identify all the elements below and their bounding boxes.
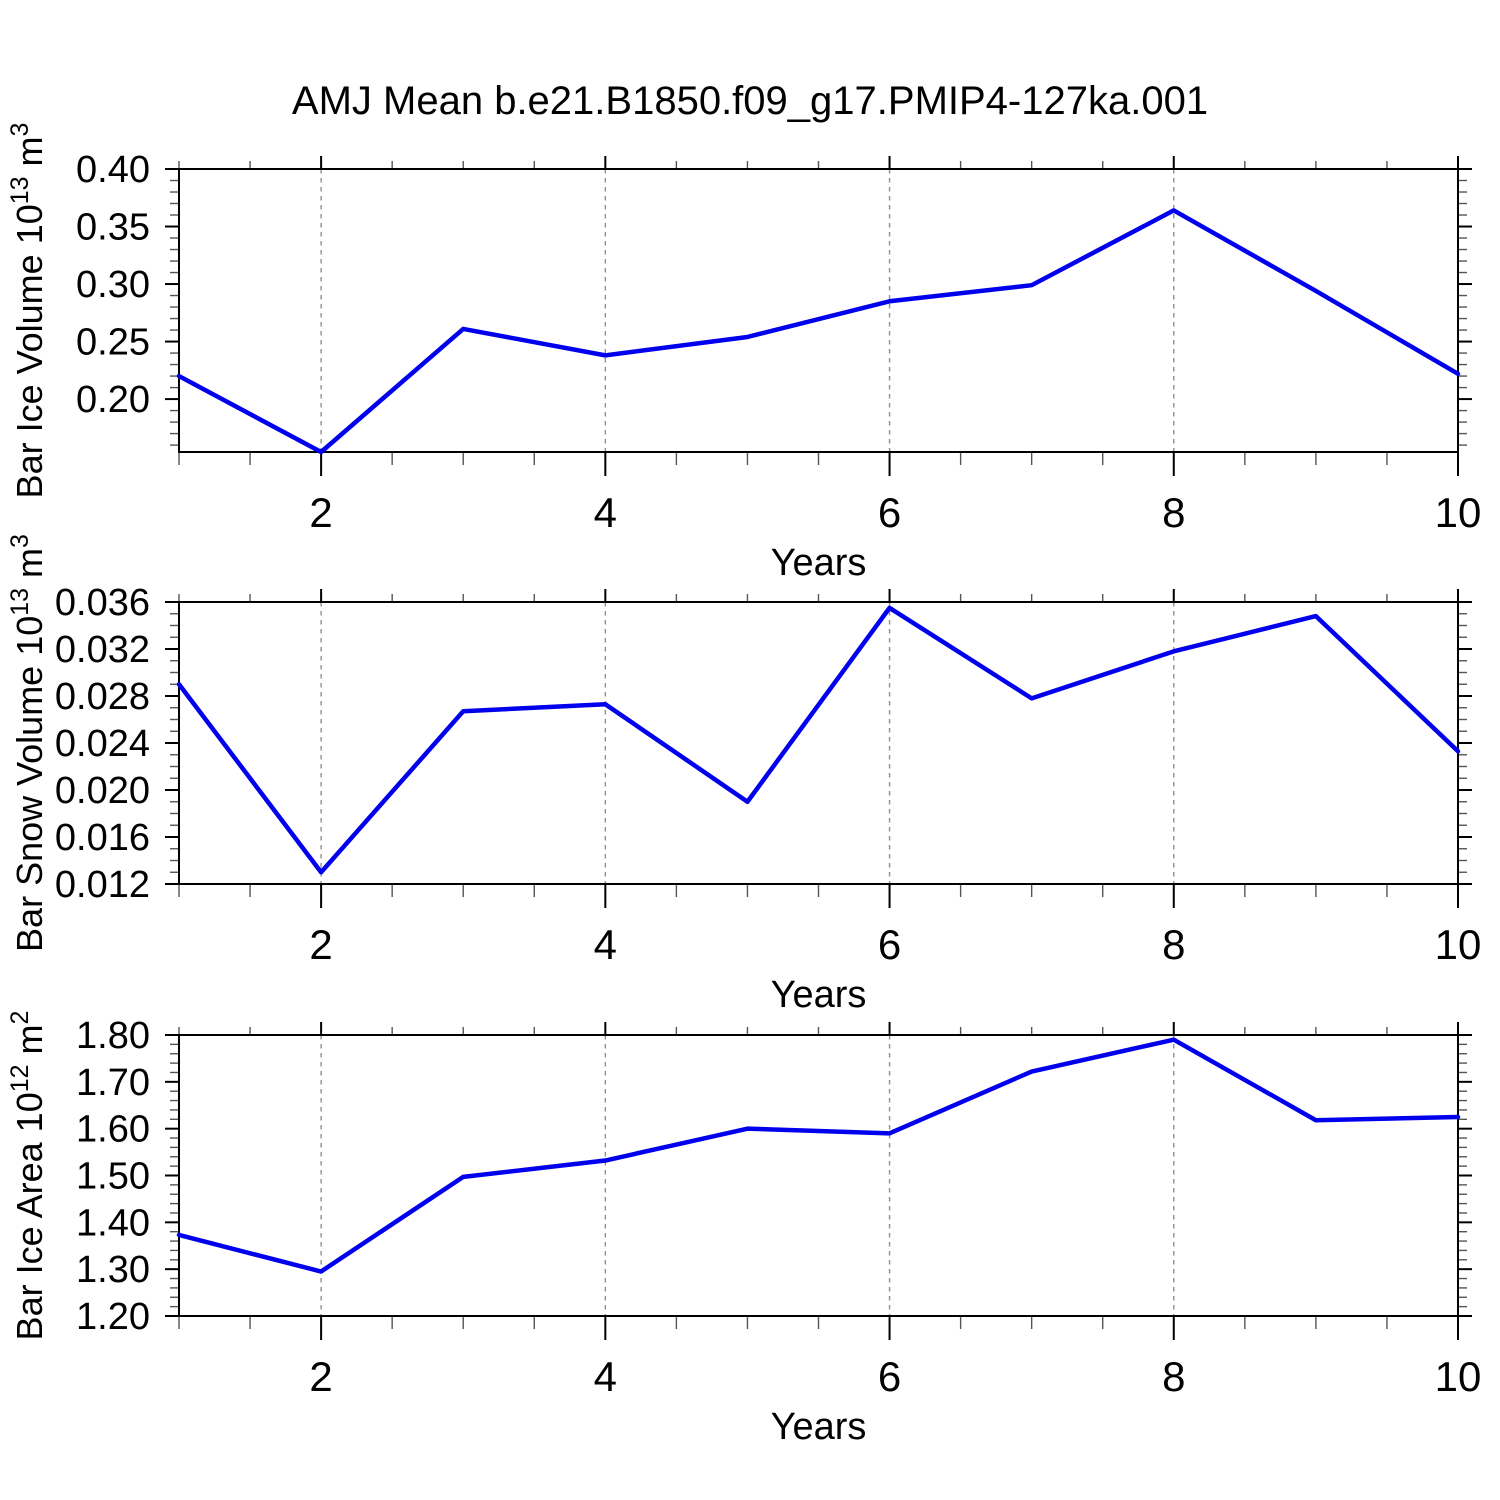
y-tick-label: 0.30 — [76, 264, 150, 306]
x-tick-label: 10 — [1435, 489, 1482, 536]
y-axis-title: Bar Ice Volume 1013​ m3​ — [6, 123, 50, 499]
y-axis-title-part: 13 — [6, 588, 34, 616]
snow-volume-line — [176, 605, 1461, 875]
y-axis-title-part: 2 — [6, 1011, 34, 1025]
chart-title: AMJ Mean b.e21.B1850.f09_g17.PMIP4-127ka… — [291, 79, 1209, 123]
x-tick-label: 6 — [878, 1353, 901, 1400]
y-axis-title-part: m — [9, 548, 50, 588]
y-tick-label: 0.028 — [55, 676, 150, 718]
x-tick-label: 10 — [1435, 921, 1482, 968]
x-tick-label: 8 — [1162, 489, 1185, 536]
y-axis-title-part: m — [9, 136, 50, 176]
y-tick-label: 1.50 — [76, 1156, 150, 1198]
panel-snow-volume: 0.012 0.016 0.020 0.024 0.028 0.032 0.036 2 4 6 8 1… — [6, 534, 1481, 1016]
y-tick-label: 0.35 — [76, 207, 150, 249]
y-tick-label: 0.40 — [76, 149, 150, 191]
y-axis-title-part: Bar Snow Volume 10 — [9, 616, 50, 952]
y-tick-label: 0.20 — [76, 379, 150, 421]
x-axis-title: Years — [771, 974, 867, 1016]
y-axis-title-part: Bar Ice Volume 10 — [9, 204, 50, 498]
y-axis-title-part: 3 — [6, 123, 34, 137]
ice-volume-line — [176, 208, 1461, 455]
x-tick-label: 2 — [309, 1353, 332, 1400]
x-axis-title: Years — [771, 1406, 867, 1448]
x-tick-label: 6 — [878, 489, 901, 536]
plot-box — [178, 601, 1459, 885]
y-tick-label: 1.60 — [76, 1109, 150, 1151]
x-tick-label: 8 — [1162, 1353, 1185, 1400]
x-tick-label: 4 — [594, 921, 617, 968]
x-tick-label: 8 — [1162, 921, 1185, 968]
panel-ice-area: 1.20 1.30 1.401.50 1.60 1.70 1.80 2 4 6 8 10 Years B… — [6, 1011, 1481, 1448]
y-tick-label: 0.024 — [55, 723, 150, 765]
y-axis-title-part: 13 — [6, 176, 34, 204]
y-tick-label: 1.70 — [76, 1062, 150, 1104]
x-axis-title: Years — [771, 542, 867, 584]
y-tick-label: 0.036 — [55, 582, 150, 624]
panel-ice-volume: 0.20 0.25 0.30 0.35 0.40 2 4 6 8 10 Years Bar Ice V… — [6, 123, 1481, 584]
y-axis-title-part: 12 — [6, 1064, 34, 1092]
y-tick-label: 0.016 — [55, 817, 150, 859]
x-tick-label: 2 — [309, 489, 332, 536]
y-tick-label: 0.032 — [55, 629, 150, 671]
y-axis-title-part: 3 — [6, 534, 34, 548]
y-tick-label: 1.40 — [76, 1202, 150, 1244]
x-tick-label: 4 — [594, 1353, 617, 1400]
y-tick-label: 0.012 — [55, 864, 150, 906]
plot-box — [178, 1034, 1459, 1317]
y-tick-label: 1.20 — [76, 1296, 150, 1338]
y-axis-title: Bar Snow Volume 1013​ m3​ — [6, 534, 50, 952]
ice-area-line — [176, 1037, 1461, 1274]
x-tick-label: 10 — [1435, 1353, 1482, 1400]
y-axis-title: Bar Ice Area 1012​ m2​ — [6, 1011, 50, 1341]
plot-box — [178, 168, 1459, 453]
x-tick-label: 2 — [309, 921, 332, 968]
y-axis-title-part: m — [9, 1024, 50, 1064]
y-tick-label: 0.25 — [76, 322, 150, 364]
x-tick-label: 6 — [878, 921, 901, 968]
y-tick-label: 1.30 — [76, 1249, 150, 1291]
y-tick-label: 1.80 — [76, 1015, 150, 1057]
x-tick-label: 4 — [594, 489, 617, 536]
y-axis-title-part: Bar Ice Area 10 — [9, 1092, 50, 1340]
y-tick-label: 0.020 — [55, 770, 150, 812]
